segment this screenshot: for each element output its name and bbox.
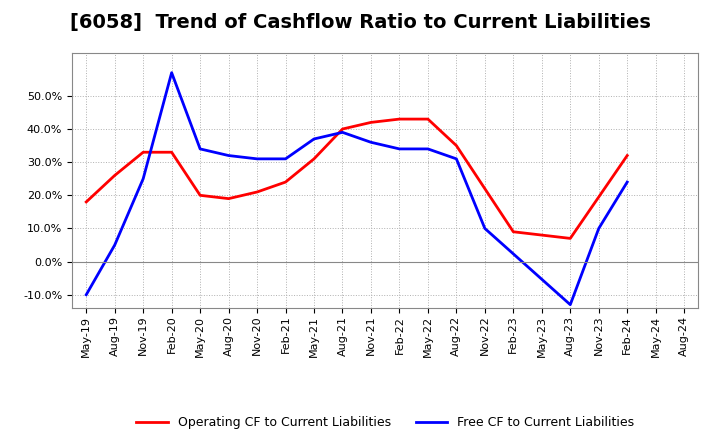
Free CF to Current Liabilities	[110, 242, 119, 248]
Operating CF to Current Liabilities	[167, 150, 176, 155]
Operating CF to Current Liabilities	[282, 180, 290, 185]
Free CF to Current Liabilities	[82, 292, 91, 297]
Operating CF to Current Liabilities	[366, 120, 375, 125]
Operating CF to Current Liabilities	[452, 143, 461, 148]
Free CF to Current Liabilities	[595, 226, 603, 231]
Operating CF to Current Liabilities	[110, 173, 119, 178]
Operating CF to Current Liabilities	[310, 156, 318, 161]
Free CF to Current Liabilities	[423, 146, 432, 151]
Operating CF to Current Liabilities	[225, 196, 233, 201]
Free CF to Current Liabilities	[196, 146, 204, 151]
Operating CF to Current Liabilities	[196, 193, 204, 198]
Operating CF to Current Liabilities	[423, 117, 432, 122]
Free CF to Current Liabilities	[167, 70, 176, 75]
Free CF to Current Liabilities	[282, 156, 290, 161]
Free CF to Current Liabilities	[366, 139, 375, 145]
Free CF to Current Liabilities	[452, 156, 461, 161]
Operating CF to Current Liabilities	[566, 236, 575, 241]
Legend: Operating CF to Current Liabilities, Free CF to Current Liabilities: Operating CF to Current Liabilities, Fre…	[131, 411, 639, 434]
Line: Free CF to Current Liabilities: Free CF to Current Liabilities	[86, 73, 627, 304]
Operating CF to Current Liabilities	[253, 189, 261, 194]
Free CF to Current Liabilities	[139, 176, 148, 181]
Free CF to Current Liabilities	[310, 136, 318, 142]
Text: [6058]  Trend of Cashflow Ratio to Current Liabilities: [6058] Trend of Cashflow Ratio to Curren…	[70, 13, 650, 32]
Operating CF to Current Liabilities	[480, 186, 489, 191]
Operating CF to Current Liabilities	[623, 153, 631, 158]
Free CF to Current Liabilities	[338, 130, 347, 135]
Free CF to Current Liabilities	[480, 226, 489, 231]
Line: Operating CF to Current Liabilities: Operating CF to Current Liabilities	[86, 119, 627, 238]
Free CF to Current Liabilities	[566, 302, 575, 307]
Operating CF to Current Liabilities	[395, 117, 404, 122]
Operating CF to Current Liabilities	[509, 229, 518, 235]
Operating CF to Current Liabilities	[537, 232, 546, 238]
Free CF to Current Liabilities	[253, 156, 261, 161]
Operating CF to Current Liabilities	[82, 199, 91, 205]
Free CF to Current Liabilities	[623, 180, 631, 185]
Free CF to Current Liabilities	[225, 153, 233, 158]
Operating CF to Current Liabilities	[139, 150, 148, 155]
Operating CF to Current Liabilities	[338, 126, 347, 132]
Free CF to Current Liabilities	[395, 146, 404, 151]
